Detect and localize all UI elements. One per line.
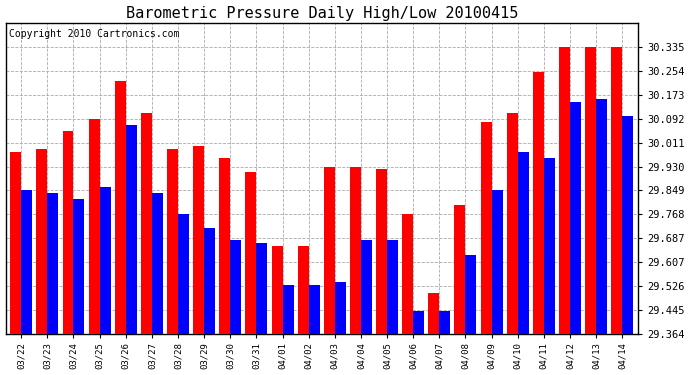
Bar	[37, 149, 48, 333]
Bar	[440, 311, 451, 333]
Bar	[193, 146, 204, 333]
Bar	[246, 172, 257, 333]
Bar	[533, 72, 544, 333]
Bar	[596, 99, 607, 333]
Bar	[282, 285, 293, 333]
Bar	[99, 187, 110, 333]
Bar	[611, 47, 622, 333]
Bar	[257, 243, 268, 333]
Bar	[466, 255, 476, 333]
Bar	[74, 199, 84, 333]
Bar	[413, 311, 424, 333]
Title: Barometric Pressure Daily High/Low 20100415: Barometric Pressure Daily High/Low 20100…	[126, 6, 518, 21]
Bar	[219, 158, 230, 333]
Bar	[559, 47, 570, 333]
Bar	[230, 240, 241, 333]
Bar	[350, 166, 361, 333]
Bar	[506, 113, 518, 333]
Bar	[204, 228, 215, 333]
Bar	[167, 149, 178, 333]
Bar	[115, 81, 126, 333]
Bar	[585, 47, 596, 333]
Bar	[141, 113, 152, 333]
Bar	[152, 193, 163, 333]
Bar	[518, 152, 529, 333]
Text: Copyright 2010 Cartronics.com: Copyright 2010 Cartronics.com	[9, 29, 179, 39]
Bar	[48, 193, 59, 333]
Bar	[88, 119, 99, 333]
Bar	[335, 282, 346, 333]
Bar	[297, 246, 308, 333]
Bar	[308, 285, 319, 333]
Bar	[544, 158, 555, 333]
Bar	[387, 240, 398, 333]
Bar	[491, 190, 502, 333]
Bar	[376, 170, 387, 333]
Bar	[361, 240, 372, 333]
Bar	[481, 122, 491, 333]
Bar	[455, 205, 466, 333]
Bar	[63, 131, 74, 333]
Bar	[178, 214, 189, 333]
Bar	[428, 293, 440, 333]
Bar	[272, 246, 282, 333]
Bar	[402, 214, 413, 333]
Bar	[324, 166, 335, 333]
Bar	[10, 152, 21, 333]
Bar	[570, 102, 581, 333]
Bar	[126, 125, 137, 333]
Bar	[622, 116, 633, 333]
Bar	[21, 190, 32, 333]
